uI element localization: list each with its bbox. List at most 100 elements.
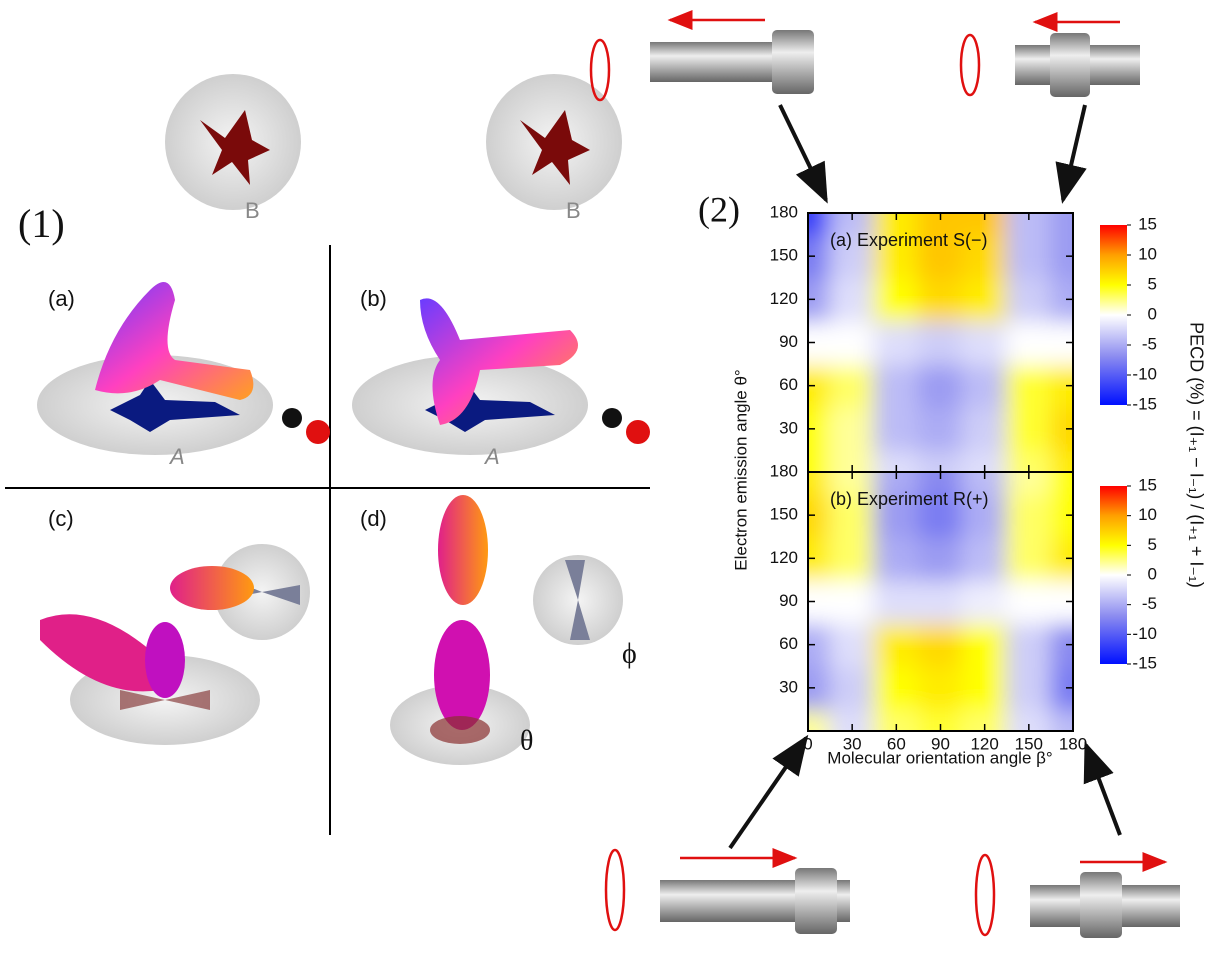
y-tick-label: 180 (770, 461, 798, 480)
colorbar-tick-label: 15 (1138, 475, 1157, 494)
heatmap-cell (961, 535, 1008, 581)
heatmap-cell (1049, 472, 1073, 495)
y-axis-label: Electron emission angle θ° (731, 369, 750, 570)
heatmap-cell (1049, 449, 1073, 472)
rotation-arrow (604, 848, 626, 932)
atom (602, 408, 622, 428)
colorbar-tick-label: 5 (1148, 274, 1157, 293)
heatmap-cell (1049, 578, 1073, 625)
y-tick-label: 180 (770, 202, 798, 221)
heatmap-cell (829, 276, 876, 322)
heatmap-cell (1005, 492, 1052, 538)
heatmap-cell (917, 363, 964, 409)
pecd-surface (95, 282, 254, 400)
heatmap-cell (961, 276, 1008, 322)
colorbar-tick-label: 10 (1138, 505, 1157, 524)
heatmap-cell (1049, 319, 1073, 366)
part-label: (1) (18, 201, 65, 246)
heatmap-area (808, 472, 1073, 731)
colorbar-tick-label: -10 (1132, 364, 1157, 383)
colorbar-tick-label: -15 (1132, 394, 1157, 413)
heatmap-cell (873, 233, 920, 279)
heatmap-cell (961, 449, 1008, 472)
heatmap-cell (808, 406, 832, 452)
colorbar (1100, 486, 1127, 664)
y-tick-label: 120 (770, 548, 798, 567)
heatmap-cell (873, 492, 920, 538)
heatmap-cell (1049, 276, 1073, 322)
heatmap-cell (1005, 363, 1052, 409)
heatmap-cell (961, 213, 1008, 236)
rotation-arrow (589, 38, 611, 102)
heatmap-cell (873, 665, 920, 711)
x-tick-label: 60 (887, 734, 906, 753)
pecd-surface (170, 566, 254, 610)
heatmap-cell (917, 213, 964, 236)
plane-label: B (245, 198, 260, 223)
pecd-surface (145, 622, 185, 698)
heatmap-cell (917, 472, 964, 495)
heatmap-cell (1049, 233, 1073, 279)
x-tick-label: 180 (1059, 734, 1087, 753)
heatmap-cell (1005, 276, 1052, 322)
heatmap-cell (808, 472, 832, 495)
subpanel-label: (a) (48, 286, 75, 311)
heatmap-cell (873, 578, 920, 625)
atom (282, 408, 302, 428)
colorbar (1100, 225, 1127, 405)
colorbar-tick-label: -5 (1142, 334, 1157, 353)
pointer-arrow (1055, 104, 1087, 204)
heatmap-cell (961, 406, 1008, 452)
heatmap-cell (829, 492, 876, 538)
heatmap-cell (1049, 406, 1073, 452)
y-tick-label: 30 (779, 418, 798, 437)
heatmap-cell (873, 319, 920, 366)
y-tick-label: 30 (779, 677, 798, 696)
rotation-arrow (959, 33, 981, 97)
y-tick-label: 60 (779, 634, 798, 653)
heatmap-cell (961, 472, 1008, 495)
colorbar-tick-label: -15 (1132, 653, 1157, 672)
heatmap-cell (917, 622, 964, 668)
panel-title: (b) Experiment R(+) (830, 489, 989, 509)
heatmap-cell (808, 535, 832, 581)
x-tick-label: 90 (931, 734, 950, 753)
heatmap-cell (808, 363, 832, 409)
heatmap-cell (808, 578, 832, 625)
heatmap-cell (808, 276, 832, 322)
pointer-arrow (778, 104, 828, 204)
heatmap-cell (961, 665, 1008, 711)
y-tick-label: 90 (779, 591, 798, 610)
heatmap-cell (1005, 449, 1052, 472)
y-tick-label: 60 (779, 375, 798, 394)
heatmap-cell (808, 449, 832, 472)
heatmap-cell (1005, 213, 1052, 236)
heatmap-cell (829, 708, 876, 731)
heatmap-cell (917, 578, 964, 625)
heatmap-cell (808, 708, 832, 731)
heatmap-cell (829, 363, 876, 409)
heatmap-cell (1005, 233, 1052, 279)
colorbar-tick-label: 10 (1138, 244, 1157, 263)
heatmap-cell (873, 276, 920, 322)
y-tick-label: 90 (779, 332, 798, 351)
heatmap-cell (917, 319, 964, 366)
heatmap-cell (829, 665, 876, 711)
heatmap-cell (1005, 535, 1052, 581)
heatmap-cell (873, 406, 920, 452)
heatmap-cells (808, 213, 1073, 472)
heatmap-area (808, 213, 1073, 472)
subpanel-label: (c) (48, 506, 74, 531)
heatmap-cell (961, 233, 1008, 279)
heatmap-cell (1049, 665, 1073, 711)
bolts (589, 9, 1180, 938)
heatmap-cell (829, 233, 876, 279)
heatmap-cell (917, 535, 964, 581)
heatmap-cell (829, 472, 876, 495)
plane-label: A (168, 444, 185, 469)
heatmap-cell (873, 622, 920, 668)
bolt-nut (795, 868, 837, 934)
y-tick-label: 120 (770, 289, 798, 308)
